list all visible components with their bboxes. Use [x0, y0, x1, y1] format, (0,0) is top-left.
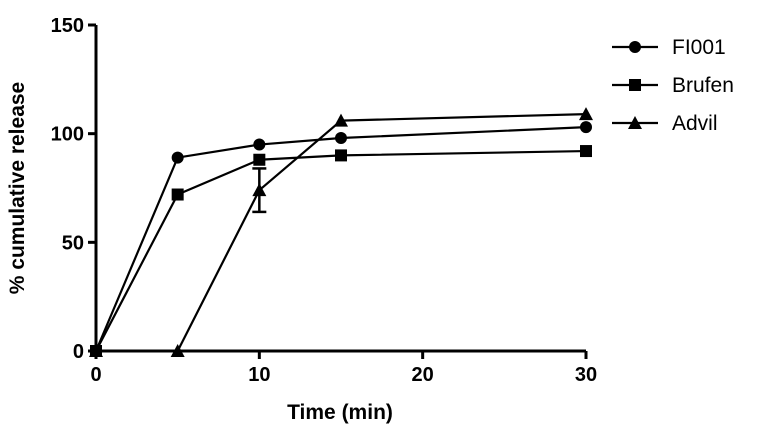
x-tick-label: 10 [248, 364, 270, 386]
legend-label: Advil [672, 112, 718, 135]
series-layer [89, 107, 593, 357]
legend-item-brufen: Brufen [612, 74, 734, 97]
data-point [335, 149, 347, 162]
y-axis-title: % cumulative release [6, 82, 29, 294]
x-tick-label: 30 [575, 364, 597, 386]
x-axis-title: Time (min) [287, 401, 393, 424]
data-point [253, 138, 266, 151]
x-tick-label: 20 [412, 364, 434, 386]
data-point [334, 113, 348, 127]
legend-marker [628, 116, 642, 129]
legend-label: Brufen [672, 74, 734, 97]
series-advil [89, 107, 593, 357]
data-point [335, 132, 347, 145]
x-tick-label: 0 [90, 364, 101, 386]
legend-item-fi001: FI001 [612, 36, 726, 59]
legend-marker [629, 41, 641, 53]
data-point [89, 344, 103, 357]
data-point [170, 344, 185, 357]
y-tick-label: 150 [51, 15, 84, 37]
series-line [95, 149, 587, 352]
legend-marker [629, 79, 641, 91]
legend-label: FI001 [672, 36, 726, 59]
data-point [171, 188, 184, 201]
data-point [580, 145, 592, 158]
y-tick-label: 100 [51, 124, 84, 146]
legend-item-advil: Advil [612, 112, 718, 135]
data-point [252, 183, 267, 197]
data-point [253, 153, 266, 166]
legend: FI001 Brufen Advil [612, 36, 734, 135]
series-brufen [90, 145, 592, 357]
y-tick-label: 50 [62, 232, 84, 254]
data-point [171, 151, 184, 164]
data-point [579, 107, 593, 121]
y-tick-label: 0 [73, 341, 84, 363]
data-point [580, 121, 592, 134]
axes: 0 50 100 150 0 10 20 30 [51, 15, 598, 386]
